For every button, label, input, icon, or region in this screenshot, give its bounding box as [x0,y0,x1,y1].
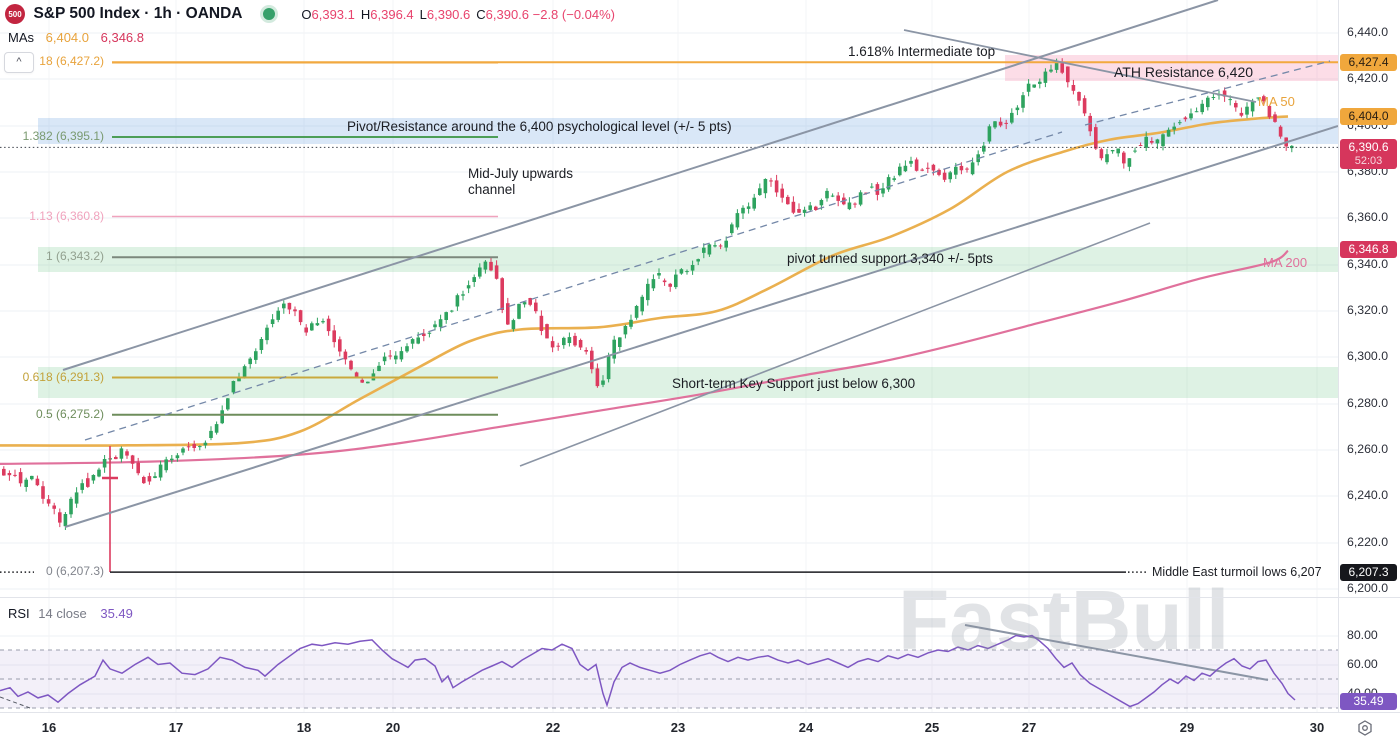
time-axis[interactable]: 16 17 18 20 22 23 24 25 27 29 30 [0,713,1400,744]
price-scale-label: 6,260.0 [1347,442,1389,456]
time-axis-label[interactable]: 20 [385,720,401,735]
rsi-trendline [964,624,1269,681]
price-scale-label: 6,360.0 [1347,210,1389,224]
price-scale-label: 6,240.0 [1347,488,1389,502]
channel-lower [64,125,1338,528]
price-scale-badge: 6,404.0 [1340,108,1397,125]
ohlc-item: H6,396.4 [355,7,414,22]
countdown: 52:03 [1354,155,1383,167]
price-chart-canvas[interactable] [0,0,1338,598]
time-axis-label[interactable]: 17 [168,720,184,735]
inner-support [519,222,1151,467]
time-axis-label[interactable]: 29 [1179,720,1195,735]
axis-settings-icon[interactable] [1356,719,1374,737]
price-scale-label: 6,220.0 [1347,535,1389,549]
price-scale-label: 6,420.0 [1347,71,1389,85]
price-scale-badge: 6,427.4 [1340,54,1397,71]
ma50-line [0,115,1289,447]
time-axis-label[interactable]: 18 [296,720,312,735]
channel-upper [62,0,1219,371]
rsi-current-value: 35.49 [100,606,133,621]
mas-label: MAs [8,30,34,45]
ma200-line [0,249,1289,465]
market-status-icon[interactable] [262,8,275,20]
time-axis-label[interactable]: 25 [924,720,940,735]
ohlc-value: 6,393.1 [311,6,355,22]
ohlc-item: −2.8 (−0.04%) [529,7,615,22]
ohlc-key: C [476,6,486,22]
scale-separator [1338,0,1339,713]
time-axis-label[interactable]: 27 [1021,720,1037,735]
grid-layer [0,0,1338,598]
ohlc-value: 6,390.6 [426,6,471,22]
ohlc-key: H [360,6,371,22]
price-scale-label: 6,440.0 [1347,25,1389,39]
time-axis-label[interactable]: 22 [545,720,561,735]
collapse-drawings-button[interactable]: ^ [4,52,34,73]
ma200-value: 6,346.8 [100,30,144,45]
ohlc-value: 6,396.4 [370,6,414,22]
channel-midline [84,131,1063,441]
price-scale-label: 60.00 [1347,657,1378,671]
descending-resistance [903,29,1257,103]
price-scale-label: 6,200.0 [1347,581,1389,595]
price-scale-axis[interactable]: 6,440.0 6,420.0 6,400.0 6,380.0 6,360.0 6,340… [1339,0,1400,713]
ohlc-item: L6,390.6 [414,7,471,22]
time-axis-label[interactable]: 30 [1309,720,1325,735]
time-axis-label[interactable]: 23 [670,720,686,735]
symbol-title[interactable]: S&P 500 Index · 1h · OANDA [33,5,243,22]
legend-symbol-row: 500 S&P 500 Index · 1h · OANDA O6,393.1 H… [5,4,615,26]
support-6290-zone [38,367,1338,398]
ohlc-key: O [301,6,312,22]
support-6340-zone [38,247,1338,272]
pane-separator[interactable] [0,597,1400,598]
time-axis-label[interactable]: 16 [41,720,57,735]
price-scale-badge: 6,346.8 [1340,241,1397,258]
ohlc-values: O6,393.1 H6,396.4 L6,390.6 C6,390.6 −2.8 (−… [295,7,615,22]
ohlc-value: 6,390.6 [485,6,530,22]
price-scale-label: 6,340.0 [1347,257,1389,271]
time-axis-label[interactable]: 24 [798,720,814,735]
price-scale-label: 6,300.0 [1347,349,1389,363]
rsi-indicator-name: RSI [8,606,30,621]
ma50-value: 6,404.0 [45,30,89,45]
price-scale-label: 80.00 [1347,628,1378,642]
chevron-up-icon: ^ [16,56,22,68]
rsi-line [0,634,1296,708]
legend-mas-row: MAs 6,404.0 6,346.8 [8,30,144,45]
rsi-legend: RSI 14 close 35.49 [8,606,133,621]
horizontal-lines-layer [0,61,1338,573]
ath-projection [1084,60,1331,126]
price-scale-badge: 6,390.6 52:03 [1340,139,1397,169]
price-scale-label: 6,320.0 [1347,303,1389,317]
price-scale-badge: 6,207.3 [1340,564,1397,581]
ohlc-item: O6,393.1 [295,7,355,22]
rsi-canvas[interactable] [0,598,1338,713]
sp500-logo: 500 [5,4,25,24]
price-scale-badge: 35.49 [1340,693,1397,710]
price-scale-label: 6,280.0 [1347,396,1389,410]
ohlc-key: L [419,6,427,22]
ohlc-value: −2.8 (−0.04%) [529,6,616,22]
candles-layer [2,58,1294,530]
rsi-params: 14 close [38,606,87,621]
axis-separator [0,712,1400,713]
trend-lines-layer [62,0,1338,528]
pivot-6400-zone [38,118,1338,144]
ohlc-item: C6,390.6 [470,7,529,22]
